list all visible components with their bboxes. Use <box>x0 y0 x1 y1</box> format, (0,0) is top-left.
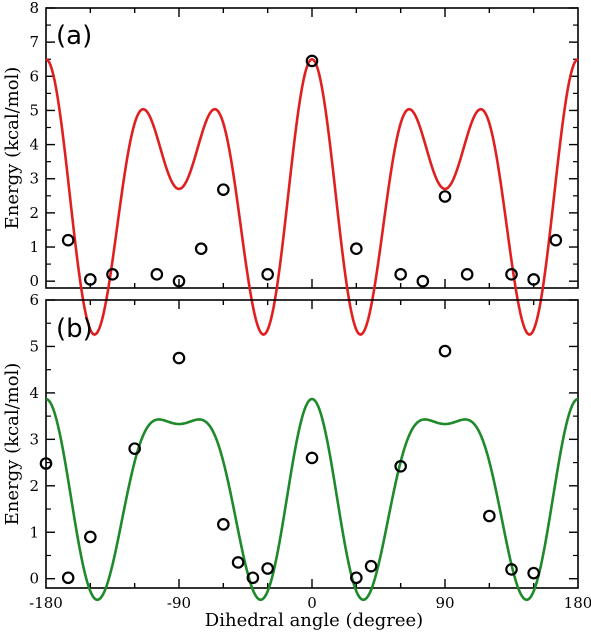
panel-a-data-point <box>61 233 75 247</box>
panel-a-data-point <box>217 183 230 196</box>
panel-b-y-tick-label: 2 <box>29 477 39 495</box>
panel-b-data-point <box>305 451 319 465</box>
panel-a-y-tick-label: 8 <box>29 0 39 17</box>
panel-a-y-tick-label: 2 <box>29 204 39 222</box>
x-tick-label: 180 <box>564 594 591 612</box>
panel-b-data-point <box>128 442 141 455</box>
panel-b-data-point <box>527 566 540 580</box>
panel-b-frame <box>45 299 579 589</box>
panel-a-ticks: 0 1 2 3 4 5 6 7 8 <box>29 0 578 290</box>
panel-b-data-point <box>61 571 75 585</box>
panel-a-data-point <box>194 242 208 256</box>
panel-a-data-point <box>549 233 563 247</box>
panel-a-fit-curve <box>45 57 579 336</box>
panel-a-data-point <box>505 268 518 281</box>
panel-a-y-tick-label: 4 <box>29 136 39 154</box>
panel-a-y-tick-label: 0 <box>29 272 39 290</box>
panel-b-label: (b) <box>56 314 93 344</box>
panel-a-data-point <box>438 190 452 203</box>
x-tick-label: 0 <box>307 594 317 612</box>
panel-b-y-tick-label: 5 <box>29 337 39 355</box>
panel-a-data-point <box>84 273 97 286</box>
panel-b-y-axis-title: Energy (kcal/mol) <box>2 363 23 526</box>
x-tick-label: -180 <box>29 594 63 612</box>
panel-a-y-tick-label: 5 <box>29 101 39 119</box>
panel-b-data-point <box>505 563 518 576</box>
panel-b-data-point <box>84 530 97 544</box>
panel-a-data-point <box>305 54 319 68</box>
panel-a-data-point <box>172 274 186 288</box>
panel-a-data-point <box>527 273 540 286</box>
panel-b-ticks: 0 1 2 3 4 5 6 <box>29 291 578 588</box>
x-axis-title: Dihedral angle (degree) <box>205 610 423 631</box>
panel-a: (a) Energy (kcal/mol) 0 1 2 3 4 5 6 7 8 <box>2 0 579 336</box>
x-tick-label: -90 <box>167 594 191 612</box>
panel-b-data-point <box>394 459 407 473</box>
panel-a-label: (a) <box>56 21 92 51</box>
panel-b-data-point <box>39 457 53 470</box>
panel-b-y-tick-label: 6 <box>29 291 39 309</box>
panel-b-data-point <box>364 559 378 573</box>
panel-a-y-tick-label: 1 <box>29 238 39 256</box>
panel-b-data-point <box>172 351 186 365</box>
panel-a-y-tick-label: 7 <box>29 33 39 51</box>
panel-a-data-point <box>416 274 430 288</box>
panel-b-data-point <box>217 518 230 531</box>
panel-a-data-point <box>460 268 474 281</box>
panel-b-data-point <box>231 556 245 569</box>
panel-b-fit-curve <box>45 397 579 602</box>
x-tick-label: 90 <box>435 594 454 612</box>
panel-b: (b) Energy (kcal/mol) 0 1 2 3 4 5 6 -180 -90 0 90… <box>2 291 591 612</box>
panel-a-data-point <box>394 268 407 281</box>
panel-b-data-point <box>261 562 274 575</box>
panel-b-y-tick-label: 4 <box>29 384 39 402</box>
panel-b-y-tick-label: 0 <box>29 570 39 588</box>
panel-a-data-point <box>261 268 274 281</box>
panel-a-data-point <box>150 268 164 281</box>
panel-a-data-point <box>350 242 363 256</box>
panel-a-y-tick-label: 6 <box>29 67 39 85</box>
panel-b-data-points <box>39 344 540 585</box>
panel-b-y-tick-label: 1 <box>29 523 39 541</box>
panel-b-data-point <box>438 344 452 358</box>
panel-a-data-point <box>106 268 119 281</box>
panel-b-data-point <box>483 509 496 523</box>
panel-a-data-points <box>61 54 563 288</box>
panel-b-data-point <box>350 571 363 585</box>
x-tick-labels: -180 -90 0 90 180 <box>29 594 591 612</box>
panel-a-y-tick-label: 3 <box>29 170 39 188</box>
panel-b-y-tick-label: 3 <box>29 430 39 448</box>
panel-a-y-axis-title: Energy (kcal/mol) <box>2 67 23 230</box>
panel-a-frame <box>45 7 579 289</box>
panel-b-data-point <box>246 571 260 585</box>
